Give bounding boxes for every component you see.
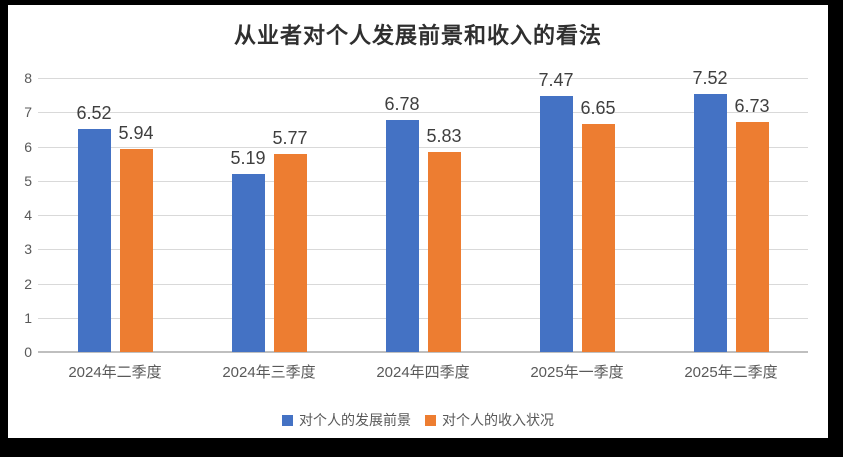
gridline (38, 112, 808, 114)
y-tick-label: 1 (24, 309, 32, 326)
bar-对个人的收入状况: 5.77 (272, 128, 308, 352)
bar-对个人的收入状况: 6.73 (734, 96, 770, 352)
legend-item: 对个人的收入状况 (425, 410, 554, 430)
y-tick-label: 4 (24, 207, 32, 223)
data-label: 7.52 (692, 68, 728, 89)
gridline (38, 146, 808, 148)
bar-对个人的收入状况: 5.83 (426, 126, 462, 352)
x-axis-labels: 2024年二季度 2024年三季度 2024年四季度 2025年一季度 2025年二季度 (38, 361, 808, 382)
bar-group: 6.78 5.83 (346, 78, 500, 352)
y-tick-label: 6 (24, 138, 32, 155)
data-label: 5.77 (272, 128, 308, 149)
gridline (38, 215, 808, 216)
data-label: 6.65 (580, 98, 616, 119)
data-label: 5.83 (426, 126, 462, 147)
gridline (38, 78, 808, 79)
legend-label: 对个人的收入状况 (442, 412, 554, 428)
x-axis-category-label: 2025年二季度 (684, 364, 778, 381)
x-axis-line (38, 351, 808, 353)
bar-group: 7.47 6.65 (500, 70, 654, 352)
y-tick-label: 8 (24, 70, 32, 86)
y-tick-label: 0 (24, 344, 32, 360)
legend: 对个人的发展前景 对个人的收入状况 (8, 410, 828, 430)
data-label: 6.78 (384, 93, 420, 114)
bar-对个人的发展前景: 6.52 (76, 103, 112, 352)
legend-swatch-icon (425, 414, 436, 426)
y-tick-label: 7 (24, 104, 32, 121)
data-label: 6.52 (76, 102, 112, 123)
x-axis-category-label: 2025年一季度 (530, 364, 624, 381)
gridline (38, 180, 808, 182)
data-label: 5.19 (230, 148, 266, 169)
y-tick-label: 5 (24, 172, 32, 189)
x-axis-category-label: 2024年二季度 (68, 364, 162, 381)
bar-group: 6.52 5.94 (38, 78, 192, 352)
legend-item: 对个人的发展前景 (282, 410, 411, 430)
x-axis-category-label: 2024年四季度 (376, 364, 470, 381)
gridline (38, 317, 808, 319)
bar-对个人的发展前景: 5.19 (230, 148, 266, 352)
bar-对个人的收入状况: 6.65 (580, 98, 616, 352)
gridline (38, 283, 808, 285)
chart-title: 从业者对个人发展前景和收入的看法 (233, 23, 602, 48)
x-axis-category-label: 2024年三季度 (222, 364, 316, 381)
legend-label: 对个人的发展前景 (299, 412, 411, 428)
bar-group: 7.52 6.73 (654, 68, 808, 352)
data-label: 6.73 (734, 95, 770, 116)
plot-area: 6.52 5.94 5.19 5.77 6.78 5.83 7.47 6.65 7.52 6.73 (38, 68, 808, 352)
data-label: 5.94 (118, 122, 154, 143)
bar-对个人的收入状况: 5.94 (118, 123, 154, 352)
y-tick-label: 3 (24, 241, 32, 258)
data-label: 7.47 (538, 70, 574, 91)
bar-对个人的发展前景: 7.47 (538, 70, 574, 352)
legend-swatch-icon (282, 414, 293, 426)
bar-对个人的发展前景: 6.78 (384, 94, 420, 352)
gridline (38, 249, 808, 251)
bar-group: 5.19 5.77 (192, 78, 346, 352)
bar-对个人的发展前景: 7.52 (692, 68, 728, 352)
y-tick-label: 2 (24, 275, 32, 292)
